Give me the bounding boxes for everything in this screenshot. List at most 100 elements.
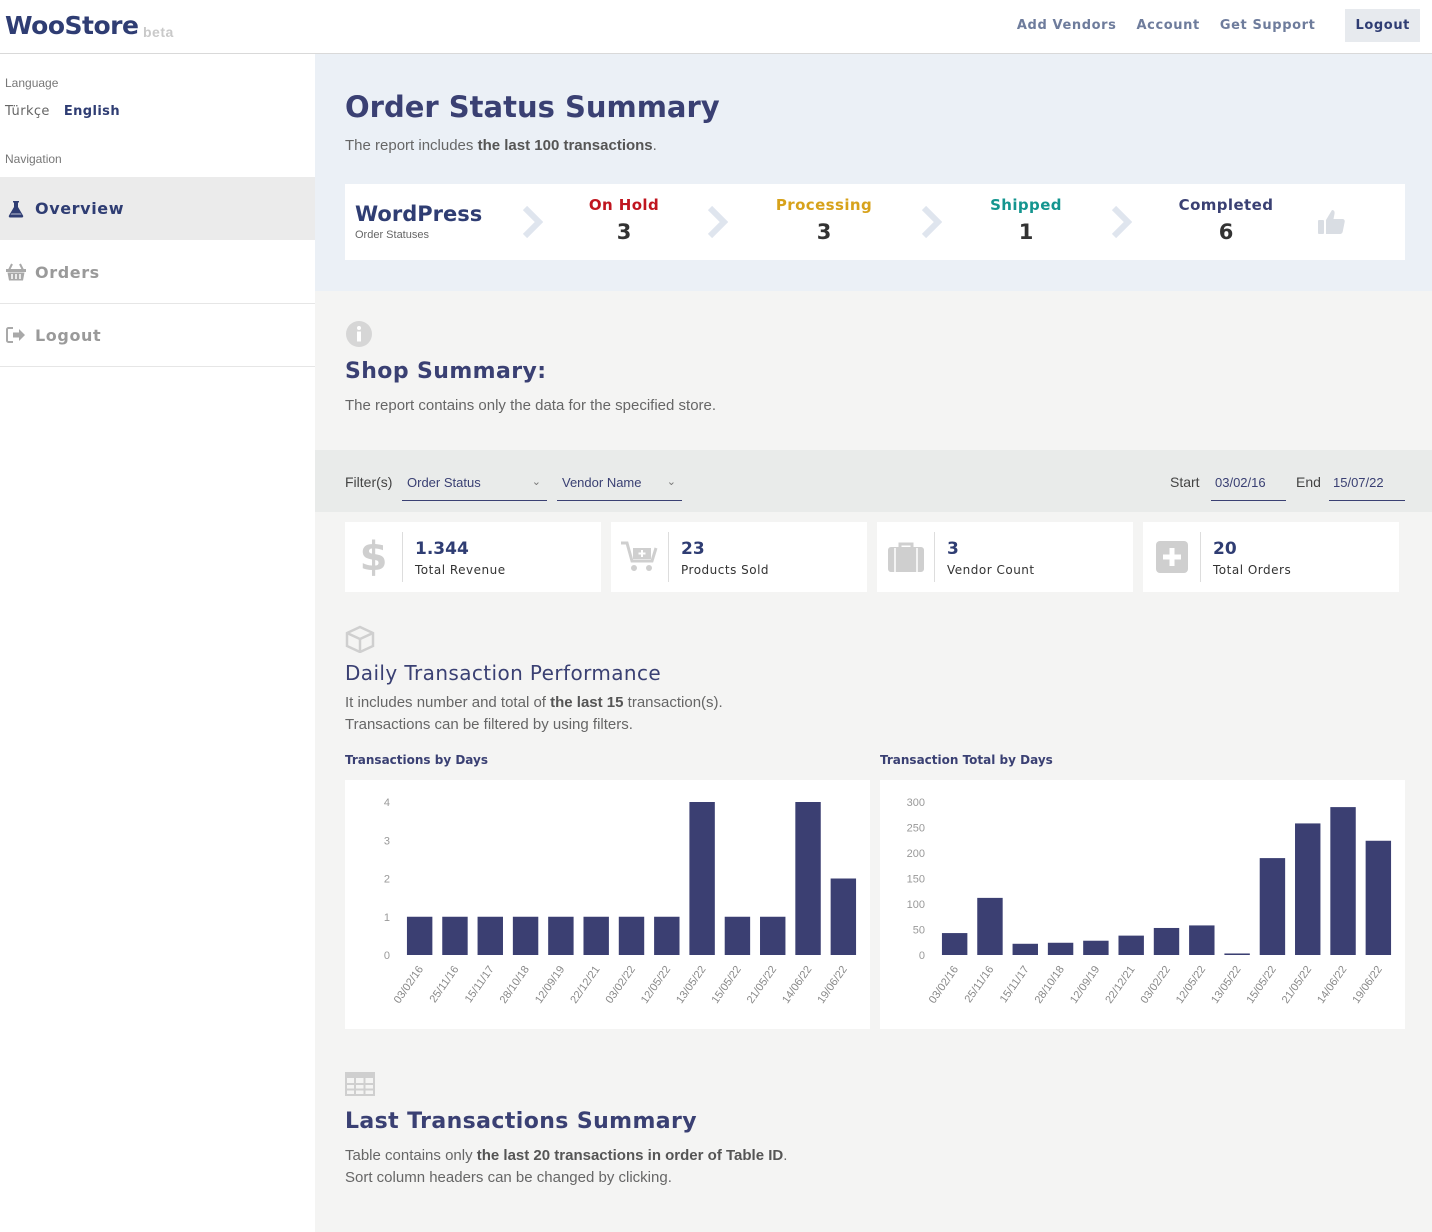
x-tick-label: 15/11/17 xyxy=(998,964,1032,1005)
shop-summary-title: Shop Summary: xyxy=(345,359,547,384)
chevron-right-icon xyxy=(1111,206,1132,238)
y-tick-label: 50 xyxy=(913,925,925,937)
transactions-by-days-chart: 0 1 2 3 4 03/02/16 25/11/16 15/11/17 28/10/18 12/… xyxy=(345,780,870,1029)
platform-subtitle: Order Statuses xyxy=(355,229,429,241)
x-tick-label: 03/02/22 xyxy=(1139,964,1173,1006)
daily-performance-desc-2: Transactions can be filtered by using fi… xyxy=(345,716,633,733)
shop-summary-subtitle: The report contains only the data for th… xyxy=(345,397,717,414)
account-link[interactable]: Account xyxy=(1136,18,1200,33)
kpi-value: 20 xyxy=(1213,539,1237,559)
bar xyxy=(1118,935,1144,955)
bar xyxy=(689,802,715,955)
y-tick-label: 4 xyxy=(384,797,390,809)
last-transactions-desc-1: Table contains only the last 20 transact… xyxy=(345,1147,788,1164)
x-tick-label: 13/05/22 xyxy=(1209,964,1243,1006)
logout-button[interactable]: Logout xyxy=(1345,9,1420,42)
bar xyxy=(618,916,645,955)
last-transactions-desc-2: Sort column headers can be changed by cl… xyxy=(345,1169,672,1186)
bar xyxy=(1259,858,1286,955)
y-tick-label: 250 xyxy=(907,823,925,835)
kpi-vendor-count: 3 Vendor Count xyxy=(877,522,1133,592)
bar xyxy=(1295,823,1321,955)
filter-bar: Filter(s) Order Status ⌄ Vendor Name ⌄ Sta… xyxy=(315,450,1432,512)
x-tick-label: 12/09/19 xyxy=(1068,964,1102,1006)
transaction-total-chart: 0 50 100 150 200 250 300 03/02/16 25/11/16 15/11/… xyxy=(880,780,1405,1029)
bar xyxy=(442,916,468,955)
start-date-input[interactable]: 03/02/16 xyxy=(1211,466,1286,501)
y-tick-label: 0 xyxy=(384,950,390,962)
brand-logo[interactable]: WooStore xyxy=(5,11,139,40)
flask-icon xyxy=(5,200,27,218)
x-tick-label: 13/05/22 xyxy=(674,964,708,1006)
sidebar-item-orders[interactable]: Orders xyxy=(0,241,315,304)
y-tick-label: 3 xyxy=(384,835,390,847)
bar xyxy=(795,802,821,955)
chevron-right-icon xyxy=(707,206,728,238)
bar xyxy=(830,878,857,955)
bar xyxy=(548,916,574,955)
page-title: Order Status Summary xyxy=(345,90,720,124)
sign-out-icon xyxy=(5,327,27,343)
bar xyxy=(1189,925,1215,955)
sidebar-item-label: Overview xyxy=(35,199,125,218)
kpi-label: Total Orders xyxy=(1213,563,1292,577)
bar xyxy=(1330,807,1356,955)
x-tick-label: 15/05/22 xyxy=(1244,964,1278,1006)
end-date-input[interactable]: 15/07/22 xyxy=(1329,466,1405,501)
sidebar-item-logout[interactable]: Logout xyxy=(0,304,315,367)
kpi-total-revenue: $ 1.344 Total Revenue xyxy=(345,522,601,592)
language-english[interactable]: English xyxy=(63,104,120,119)
start-date-label: Start xyxy=(1170,474,1200,490)
bar xyxy=(760,916,786,955)
bar xyxy=(1012,943,1038,955)
y-tick-label: 100 xyxy=(907,899,925,911)
x-tick-label: 28/10/18 xyxy=(498,964,532,1006)
kpi-label: Total Revenue xyxy=(415,563,506,577)
y-tick-label: 2 xyxy=(384,874,390,886)
platform-name: WordPress xyxy=(355,202,483,226)
x-tick-label: 28/10/18 xyxy=(1033,964,1067,1006)
kpi-products-sold: 23 Products Sold xyxy=(611,522,867,592)
x-tick-label: 25/11/16 xyxy=(427,964,461,1005)
sidebar-item-overview[interactable]: Overview xyxy=(0,177,315,240)
x-tick-label: 22/12/21 xyxy=(1103,964,1137,1006)
basket-icon xyxy=(5,263,27,281)
y-tick-label: 0 xyxy=(919,950,925,962)
info-icon xyxy=(346,321,372,347)
x-tick-label: 12/09/19 xyxy=(533,964,567,1006)
status-completed[interactable]: Completed 6 xyxy=(1178,196,1274,244)
chart-svg: 0 50 100 150 200 250 300 03/02/16 25/11/16 15/11/… xyxy=(907,797,1392,1006)
x-tick-label: 03/02/16 xyxy=(927,964,961,1006)
chart-title: Transactions by Days xyxy=(345,753,488,767)
vendor-name-select[interactable]: Vendor Name ⌄ xyxy=(557,466,682,501)
end-date-label: End xyxy=(1296,474,1321,490)
status-processing[interactable]: Processing 3 xyxy=(775,196,873,244)
add-vendors-link[interactable]: Add Vendors xyxy=(1016,18,1117,33)
y-tick-label: 200 xyxy=(907,848,925,860)
beta-badge: beta xyxy=(143,24,174,40)
top-bar: WooStore beta Add Vendors Account Get Su… xyxy=(0,0,1432,54)
kpi-value: 3 xyxy=(947,539,959,559)
chevron-down-icon: ⌄ xyxy=(666,476,676,488)
chevron-right-icon xyxy=(522,206,543,238)
x-tick-label: 19/06/22 xyxy=(815,964,849,1006)
bar xyxy=(406,916,433,955)
cart-plus-icon xyxy=(611,532,669,582)
daily-performance-desc-1: It includes number and total of the last… xyxy=(345,694,723,711)
navigation-label: Navigation xyxy=(5,152,62,166)
filters-label: Filter(s) xyxy=(345,474,393,490)
x-tick-label: 14/06/22 xyxy=(1315,964,1349,1006)
x-tick-label: 19/06/22 xyxy=(1350,964,1384,1006)
language-turkish[interactable]: Türkçe xyxy=(5,104,50,119)
order-summary-subtitle: The report includes the last 100 transac… xyxy=(345,137,657,154)
y-tick-label: 300 xyxy=(907,797,925,809)
order-status-select[interactable]: Order Status ⌄ xyxy=(402,466,547,501)
order-status-card: WordPress Order Statuses On Hold 3 Proce… xyxy=(345,184,1405,260)
get-support-link[interactable]: Get Support xyxy=(1219,18,1316,33)
status-on-hold[interactable]: On Hold 3 xyxy=(588,196,660,244)
x-tick-label: 25/11/16 xyxy=(962,964,996,1005)
status-shipped[interactable]: Shipped 1 xyxy=(990,196,1062,244)
last-transactions-title: Last Transactions Summary xyxy=(345,1109,698,1134)
plus-square-icon xyxy=(1143,532,1201,582)
